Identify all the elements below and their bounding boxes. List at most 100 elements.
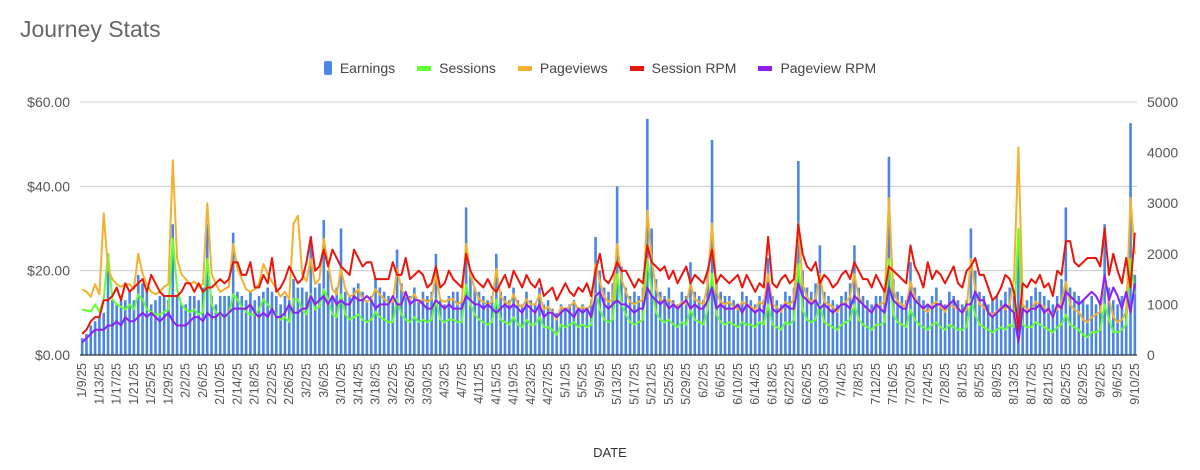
earnings-bar <box>387 295 390 355</box>
x-axis-tick: 4/3/25 <box>438 363 452 398</box>
x-axis-tick: 9/6/25 <box>1111 363 1125 398</box>
legend-label: Sessions <box>439 60 496 76</box>
earnings-bar <box>715 283 718 355</box>
legend-item[interactable]: Pageview RPM <box>758 60 876 76</box>
earnings-bar <box>1086 304 1089 355</box>
earnings-bar <box>257 295 261 355</box>
x-axis-tick: 7/12/25 <box>869 363 883 405</box>
earnings-bar <box>995 295 999 355</box>
x-axis-tick: 1/17/25 <box>110 363 124 405</box>
earnings-bar <box>313 287 317 355</box>
earnings-bar <box>1120 295 1124 355</box>
earnings-bar <box>305 291 308 355</box>
legend-item[interactable]: Earnings <box>323 60 395 76</box>
legend-item[interactable]: Pageviews <box>517 60 608 76</box>
right-axis-tick: 1000 <box>1147 296 1178 312</box>
earnings-bar <box>896 291 899 355</box>
earnings-bar <box>356 283 360 355</box>
earnings-bar <box>991 300 994 355</box>
earnings-bar <box>128 291 131 355</box>
earnings-bar <box>676 304 679 355</box>
earnings-bar <box>499 291 502 355</box>
earnings-bar <box>348 295 351 355</box>
earnings-bar <box>443 304 446 355</box>
x-axis-tick: 5/25/25 <box>662 363 676 405</box>
x-axis-tick: 5/13/25 <box>610 363 624 405</box>
earnings-bar <box>283 295 287 355</box>
earnings-bar <box>710 139 714 355</box>
earnings-bar <box>426 295 429 355</box>
earnings-bar <box>529 300 533 355</box>
chart-title: Journey Stats <box>20 16 161 42</box>
x-axis-tick: 1/21/25 <box>127 363 141 405</box>
earnings-bar <box>1060 279 1063 355</box>
earnings-bar <box>1073 291 1076 355</box>
earnings-bar <box>520 304 524 355</box>
earnings-bar <box>736 304 740 355</box>
x-axis-tick: 9/10/25 <box>1128 363 1142 405</box>
earnings-bar <box>1068 287 1072 355</box>
earnings-bar <box>145 291 149 355</box>
earnings-bar <box>279 304 282 355</box>
x-axis-tick: 3/18/25 <box>369 363 383 405</box>
x-axis-tick: 7/4/25 <box>834 363 848 398</box>
earnings-bar <box>697 295 701 355</box>
x-axis-tick: 6/26/25 <box>800 363 814 405</box>
legend: Earnings Sessions Pageviews Session RPM Page… <box>0 60 1200 76</box>
earnings-bar <box>637 295 640 355</box>
earnings-bar <box>797 161 800 355</box>
x-axis-tick: 7/24/25 <box>921 363 935 405</box>
x-axis-tick: 5/9/25 <box>593 363 607 398</box>
earnings-bar <box>361 291 364 355</box>
earnings-bar <box>473 287 477 355</box>
earnings-bar <box>339 228 343 355</box>
legend-swatch <box>323 61 332 75</box>
earnings-bar <box>184 304 187 355</box>
earnings-bar <box>430 291 433 355</box>
x-axis-tick: 7/28/25 <box>938 363 952 405</box>
legend-item[interactable]: Session RPM <box>629 60 736 76</box>
earnings-bar <box>106 253 110 355</box>
earnings-bar <box>344 291 347 355</box>
earnings-bar <box>374 279 377 355</box>
earnings-bar <box>572 300 576 355</box>
earnings-bar <box>982 295 986 355</box>
earnings-bar <box>205 224 209 355</box>
left-axis-tick: $60.00 <box>27 94 70 110</box>
earnings-bar <box>326 270 330 355</box>
earnings-bar <box>952 295 955 355</box>
earnings-bar <box>115 304 118 355</box>
earnings-bar <box>512 287 515 355</box>
earnings-bar <box>542 304 546 355</box>
earnings-bar <box>214 304 218 355</box>
earnings-bar <box>620 266 623 355</box>
earnings-bar <box>564 308 567 355</box>
earnings-bar <box>434 253 438 355</box>
earnings-bar <box>111 300 114 355</box>
earnings-bar <box>568 304 571 355</box>
earnings-bar <box>352 287 356 355</box>
x-axis-tick: 4/7/25 <box>455 363 469 398</box>
legend-item[interactable]: Sessions <box>417 60 496 76</box>
earnings-bar <box>719 291 722 355</box>
earnings-bar <box>753 304 757 355</box>
earnings-bar <box>671 300 675 355</box>
earnings-bar <box>853 245 856 355</box>
legend-swatch <box>417 65 432 71</box>
earnings-bar <box>533 304 537 355</box>
x-axis-tick: 6/10/25 <box>731 363 745 405</box>
earnings-bar <box>85 333 88 355</box>
x-axis-tick: 6/14/25 <box>748 363 762 405</box>
earnings-bar <box>132 300 136 355</box>
x-axis-tick: 2/26/25 <box>282 363 296 405</box>
x-axis-tick: 4/23/25 <box>524 363 538 405</box>
right-axis-tick: 3000 <box>1147 195 1178 211</box>
earnings-bar <box>646 118 649 355</box>
x-axis-tick: 8/5/25 <box>973 363 987 398</box>
earnings-bar <box>136 274 140 355</box>
earnings-bar <box>89 325 93 355</box>
earnings-bar <box>417 300 420 355</box>
earnings-bar <box>805 287 809 355</box>
earnings-bar <box>1008 287 1012 355</box>
earnings-bar <box>162 295 166 355</box>
